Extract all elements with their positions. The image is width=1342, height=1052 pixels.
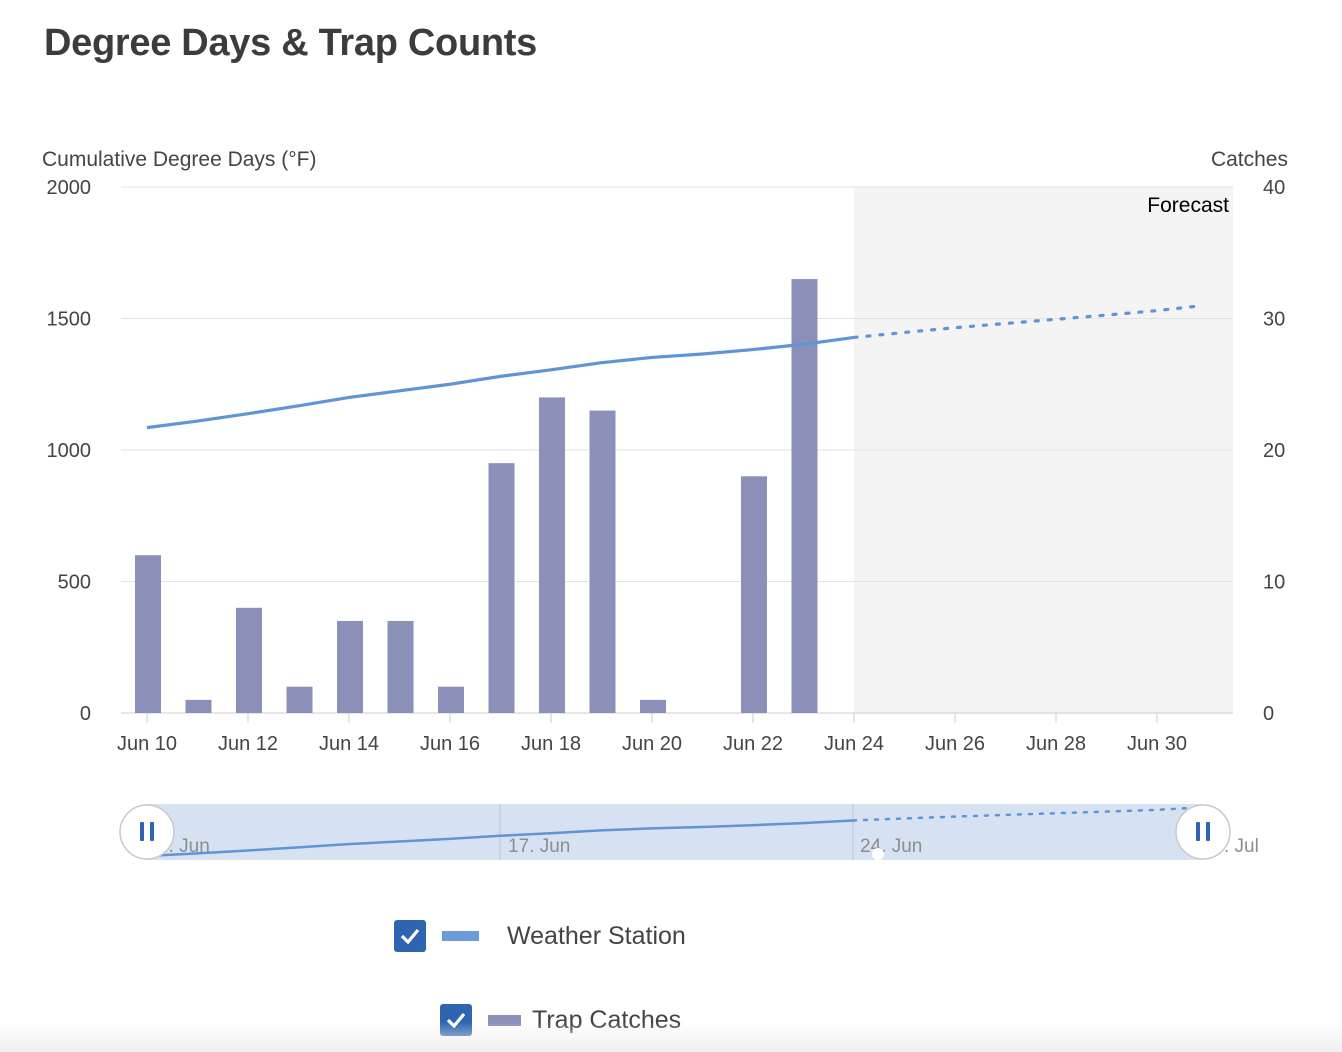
bar xyxy=(387,620,414,713)
range-navigator[interactable]: 0. Jun 17. Jun 24. Jun. Jul xyxy=(119,804,1259,860)
bar xyxy=(236,607,262,713)
chart-title: Degree Days & Trap Counts xyxy=(44,22,537,64)
y-left-tick-label: 1000 xyxy=(47,440,92,462)
handle-circle xyxy=(1175,804,1231,860)
y-left-tick-label: 1500 xyxy=(47,309,92,331)
checkbox-checked-icon[interactable] xyxy=(394,920,426,952)
x-tick-label: Jun 20 xyxy=(622,733,682,755)
bar xyxy=(640,699,666,713)
y-left-tick-label: 2000 xyxy=(47,177,92,199)
x-tick-label: Jun 14 xyxy=(319,733,379,755)
handle-grip-icon xyxy=(1196,822,1200,841)
degree-days-chart: Jun 10 Jun 12 Jun 14 Jun 16 Jun 18 Jun 20 Jun … xyxy=(42,148,1288,860)
x-tick-label: Jun 24 xyxy=(824,733,884,755)
weather-station-line xyxy=(146,335,855,430)
bar xyxy=(135,555,161,713)
x-tick-label: Jun 12 xyxy=(218,733,278,755)
handle-grip-icon xyxy=(1206,822,1210,841)
bar xyxy=(185,699,212,713)
bar xyxy=(741,476,767,713)
bar xyxy=(539,397,565,713)
y-left-axis-title: Cumulative Degree Days (°F) xyxy=(42,148,316,171)
bar xyxy=(438,686,464,713)
handle-grip-icon xyxy=(150,822,154,841)
navigator-label: 24. Jun xyxy=(860,836,922,857)
y-left-tick-label: 0 xyxy=(80,703,91,725)
legend-label: Trap Catches xyxy=(532,1005,682,1034)
navigator-forecast-line xyxy=(851,806,1192,822)
legend-item-trap-catches[interactable]: Trap Catches xyxy=(440,1004,681,1036)
navigator-label: . Jul xyxy=(1224,836,1259,857)
x-tick-label: Jun 10 xyxy=(117,733,177,755)
checkbox-checked-icon[interactable] xyxy=(440,1004,472,1036)
y-right-axis-title: Catches xyxy=(1211,148,1288,171)
x-tick-label: Jun 16 xyxy=(420,733,480,755)
x-tick-label: Jun 26 xyxy=(925,733,985,755)
navigator-left-handle[interactable] xyxy=(119,804,175,860)
bar-swatch-icon xyxy=(488,1014,521,1026)
y-right-tick-label: 20 xyxy=(1263,440,1285,462)
x-tick-label: Jun 22 xyxy=(723,733,783,755)
bar xyxy=(286,686,313,713)
legend-label: Weather Station xyxy=(507,921,686,950)
bar xyxy=(791,279,818,713)
bar xyxy=(589,410,616,713)
x-tick-label: Jun 18 xyxy=(521,733,581,755)
y-right-tick-label: 0 xyxy=(1263,703,1274,725)
navigator-label: 17. Jun xyxy=(508,836,570,857)
navigator-right-handle[interactable] xyxy=(1175,804,1231,860)
x-tick-label: Jun 30 xyxy=(1127,733,1187,755)
y-left-tick-label: 500 xyxy=(58,572,91,594)
handle-grip-icon xyxy=(140,822,144,841)
bar xyxy=(337,620,363,713)
legend-item-weather-station[interactable]: Weather Station xyxy=(394,920,686,952)
handle-circle xyxy=(119,804,175,860)
y-right-tick-label: 30 xyxy=(1263,309,1285,331)
y-right-tick-label: 40 xyxy=(1263,177,1285,199)
x-tick-label: Jun 28 xyxy=(1026,733,1086,755)
navigator-line xyxy=(146,819,854,858)
navigator-selection xyxy=(147,804,1203,860)
navigator-marker xyxy=(872,848,884,860)
forecast-label: Forecast xyxy=(1147,194,1229,217)
y-right-tick-label: 10 xyxy=(1263,572,1285,594)
line-swatch-icon xyxy=(442,931,479,941)
bar xyxy=(488,463,515,713)
